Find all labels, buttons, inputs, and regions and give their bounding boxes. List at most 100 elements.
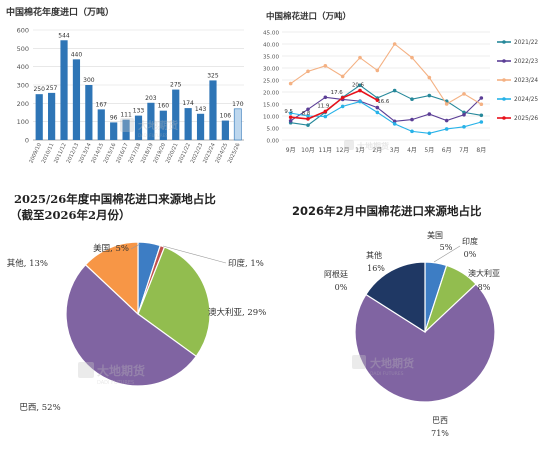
bar-value-label: 160 — [158, 103, 170, 110]
line-point — [323, 95, 328, 100]
line-x-tick: 7月 — [459, 147, 469, 154]
line-point — [306, 123, 310, 127]
line-point — [462, 92, 466, 96]
line-series-2023/24 — [290, 43, 482, 105]
bar-2010/11 — [48, 92, 56, 140]
line-point — [479, 102, 484, 107]
watermark: 大地期货 DADI FUTURES — [78, 362, 145, 386]
line-data-label: 9.5 — [284, 109, 293, 115]
line-series-2025/26 — [290, 89, 378, 120]
bar-value-label: 203 — [145, 95, 157, 102]
bar-2025/26 — [233, 108, 242, 141]
pie2-label-name: 其他 — [366, 250, 382, 260]
bar-2023/24 — [209, 80, 217, 140]
legend-label: 2023/24 — [514, 78, 538, 84]
line-point — [306, 69, 310, 74]
bar-y-tick: 100 — [17, 118, 29, 126]
pie2-label-pct: 0% — [335, 283, 348, 292]
line-point — [462, 113, 466, 117]
line-data-label: 11.9 — [317, 103, 330, 109]
line-y-tick: 10.00 — [263, 114, 279, 120]
feb-source-pie-chart: 2026年2月中国棉花进口来源地占比 美国 5% 印度 0% 澳大利亚 8% 巴西 71% 阿根… — [270, 180, 550, 446]
line-point — [392, 42, 397, 46]
line-series-2024/25 — [290, 101, 482, 134]
pie2-label-pct: 16% — [367, 264, 385, 273]
line-point — [479, 120, 484, 124]
watermark-cn: 大地期货 — [138, 119, 178, 132]
line-x-tick: 6月 — [442, 147, 452, 154]
pie1-leader — [162, 245, 227, 264]
bar-2012/13 — [72, 59, 81, 141]
legend-label: 2021/22 — [514, 40, 538, 46]
line-point — [479, 113, 484, 118]
line-y-tick: 45.00 — [263, 30, 279, 36]
line-point — [340, 104, 345, 109]
line-point — [427, 93, 432, 98]
bar-2017/18 — [134, 115, 143, 140]
bar-2018/19 — [147, 102, 155, 140]
line-point — [288, 81, 293, 86]
watermark-cn: 大地期货 — [97, 363, 145, 378]
line-point — [288, 111, 293, 115]
bar-y-tick: 600 — [17, 27, 29, 35]
line-point — [306, 114, 310, 118]
line-point — [358, 55, 362, 60]
legend-marker — [502, 59, 506, 63]
legend-marker — [502, 116, 506, 120]
legend-marker — [502, 97, 506, 101]
line-point — [392, 122, 397, 126]
pie2-label-pct: 71% — [431, 429, 449, 438]
line-point — [306, 117, 310, 121]
line-y-tick: 0.00 — [267, 138, 280, 144]
annual-import-bar-svg: 中国棉花年度进口（万吨） 0 100 200 300 400 500 600 250 257 5… — [6, 6, 244, 164]
line-chart-title: 中国棉花进口（万吨） — [266, 11, 351, 22]
line-point — [288, 115, 293, 119]
bar-value-label: 167 — [96, 101, 108, 108]
pie2-label-pct: 8% — [478, 283, 491, 292]
feb-source-pie-svg: 2026年2月中国棉花进口来源地占比 美国 5% 印度 0% 澳大利亚 8% 巴西 71% 阿根… — [292, 204, 500, 438]
line-x-tick: 3月 — [390, 147, 400, 154]
line-point — [375, 110, 380, 115]
bar-2020/21 — [172, 89, 180, 140]
pie2-leader — [433, 245, 461, 263]
line-point — [427, 131, 432, 136]
watermark-en: DADI FUTURES — [97, 380, 134, 386]
line-point — [444, 118, 449, 123]
bar-value-label: 174 — [182, 100, 194, 107]
line-point — [392, 88, 397, 93]
line-y-tick: 20.00 — [263, 90, 279, 96]
pie2-label-pct: 5% — [440, 243, 453, 252]
pie-slice-巴西 — [65, 263, 198, 387]
line-point — [375, 105, 380, 110]
line-x-tick: 11月 — [319, 147, 333, 154]
watermark-en: DADI FUTURES — [138, 133, 168, 138]
line-y-tick: 35.00 — [263, 54, 279, 60]
line-data-label: 16.6 — [377, 99, 390, 105]
bar-value-label: 544 — [58, 32, 70, 39]
line-point — [375, 98, 380, 102]
line-x-tick: 4月 — [407, 147, 417, 154]
watermark: 大地期货 DADI FUTURES — [120, 118, 178, 138]
bar-2014/15 — [97, 109, 105, 140]
line-point — [444, 102, 449, 106]
bar-value-label: 143 — [195, 106, 207, 113]
bar-value-label: 133 — [133, 108, 145, 115]
bar-y-tick: 400 — [17, 63, 29, 71]
line-x-tick: 9月 — [286, 147, 296, 154]
bar-value-label: 250 — [33, 86, 45, 93]
line-series-2021/22 — [290, 84, 482, 126]
line-point — [444, 127, 449, 131]
pie-slice-澳大利亚 — [137, 246, 211, 358]
line-point — [427, 75, 432, 80]
pie2-label-name: 巴西 — [432, 416, 448, 425]
pie-slice-其他 — [84, 241, 139, 316]
legend-label: 2025/26 — [514, 116, 538, 122]
bar-value-label: 96 — [110, 114, 118, 121]
pie1-label: 美国, 5% — [93, 243, 129, 254]
pie2-label-name: 印度 — [462, 236, 478, 246]
bar-2011/12 — [60, 40, 68, 141]
bar-value-label: 325 — [207, 72, 219, 79]
bar-chart-title: 中国棉花年度进口（万吨） — [6, 6, 114, 18]
line-data-label: 8.8 — [302, 111, 311, 117]
bar-y-tick: 500 — [17, 45, 29, 53]
